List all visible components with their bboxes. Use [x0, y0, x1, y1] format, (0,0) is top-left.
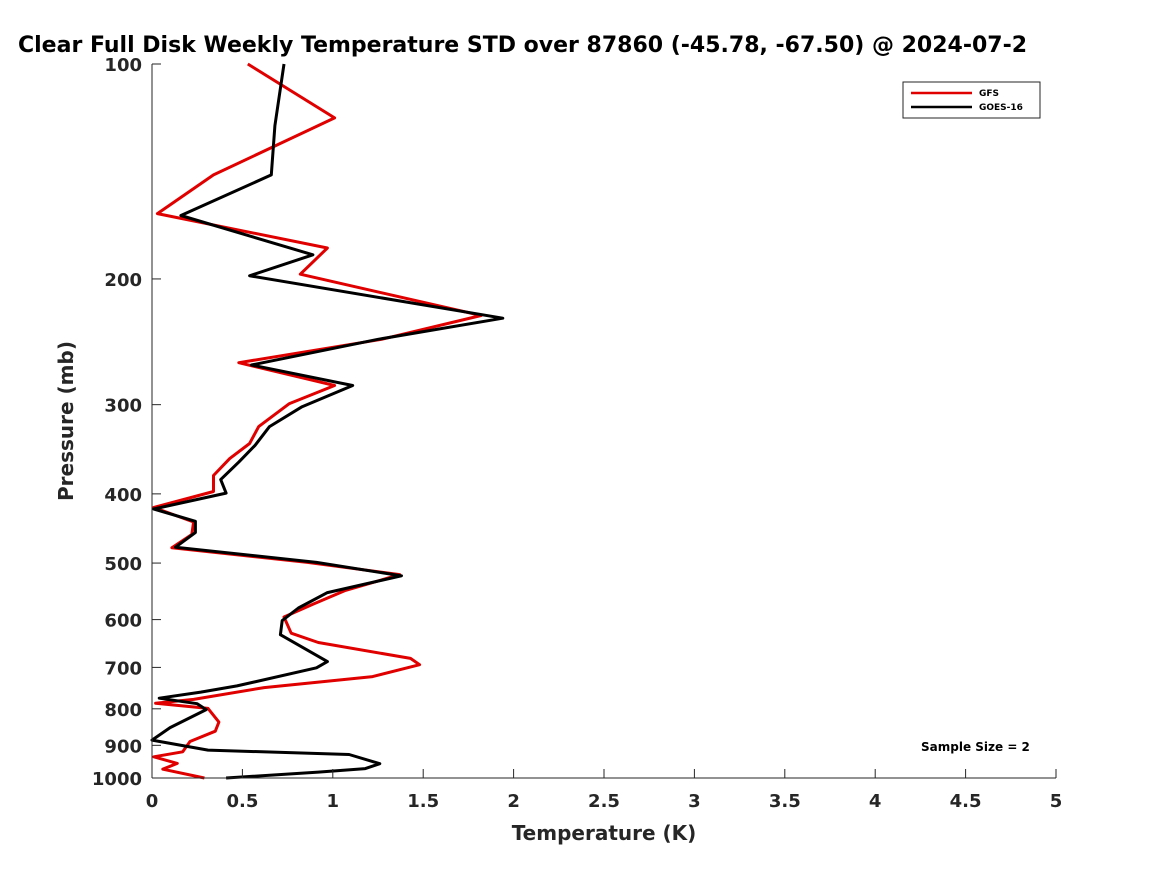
y-tick-label: 100: [104, 55, 142, 76]
x-tick-label: 0: [146, 791, 159, 812]
legend-label-goes16: GOES-16: [979, 103, 1023, 113]
x-tick-label: 4: [869, 791, 882, 812]
y-tick-label: 900: [104, 736, 142, 757]
y-ticks: 100 200 300 400 500 600 700 800 900 1000: [92, 55, 161, 790]
x-tick-label: 1.5: [407, 791, 439, 812]
series-line-gfs: [152, 62, 483, 780]
sample-size-annotation: Sample Size = 2: [921, 740, 1030, 754]
y-tick-label: 1000: [92, 769, 142, 790]
y-tick-label: 700: [104, 658, 142, 679]
y-tick-label: 300: [104, 396, 142, 417]
x-tick-label: 0.5: [226, 791, 258, 812]
x-tick-label: 2.5: [588, 791, 620, 812]
y-tick-label: 200: [104, 270, 142, 291]
chart-title: Clear Full Disk Weekly Temperature STD o…: [18, 33, 1027, 58]
x-tick-label: 2: [507, 791, 520, 812]
x-ticks: 0 0.5 1 1.5 2 2.5 3 3.5 4 4.5 5: [146, 769, 1063, 812]
legend-label-gfs: GFS: [979, 89, 999, 99]
y-tick-label: 400: [104, 485, 142, 506]
x-tick-label: 5: [1050, 791, 1063, 812]
y-axis-label: Pressure (mb): [54, 341, 78, 501]
x-tick-label: 3.5: [769, 791, 801, 812]
x-axis-label: Temperature (K): [512, 821, 697, 845]
series-layer: [150, 62, 505, 780]
x-tick-label: 1: [327, 791, 340, 812]
y-tick-label: 500: [104, 554, 142, 575]
x-tick-label: 4.5: [950, 791, 982, 812]
legend: GFS GOES-16: [902, 81, 1041, 119]
x-tick-label: 3: [688, 791, 701, 812]
y-tick-label: 600: [104, 611, 142, 632]
series-line-goes-16: [150, 63, 505, 780]
legend-box: [902, 81, 1041, 119]
axes: [151, 64, 1056, 779]
y-tick-label: 800: [104, 700, 142, 721]
